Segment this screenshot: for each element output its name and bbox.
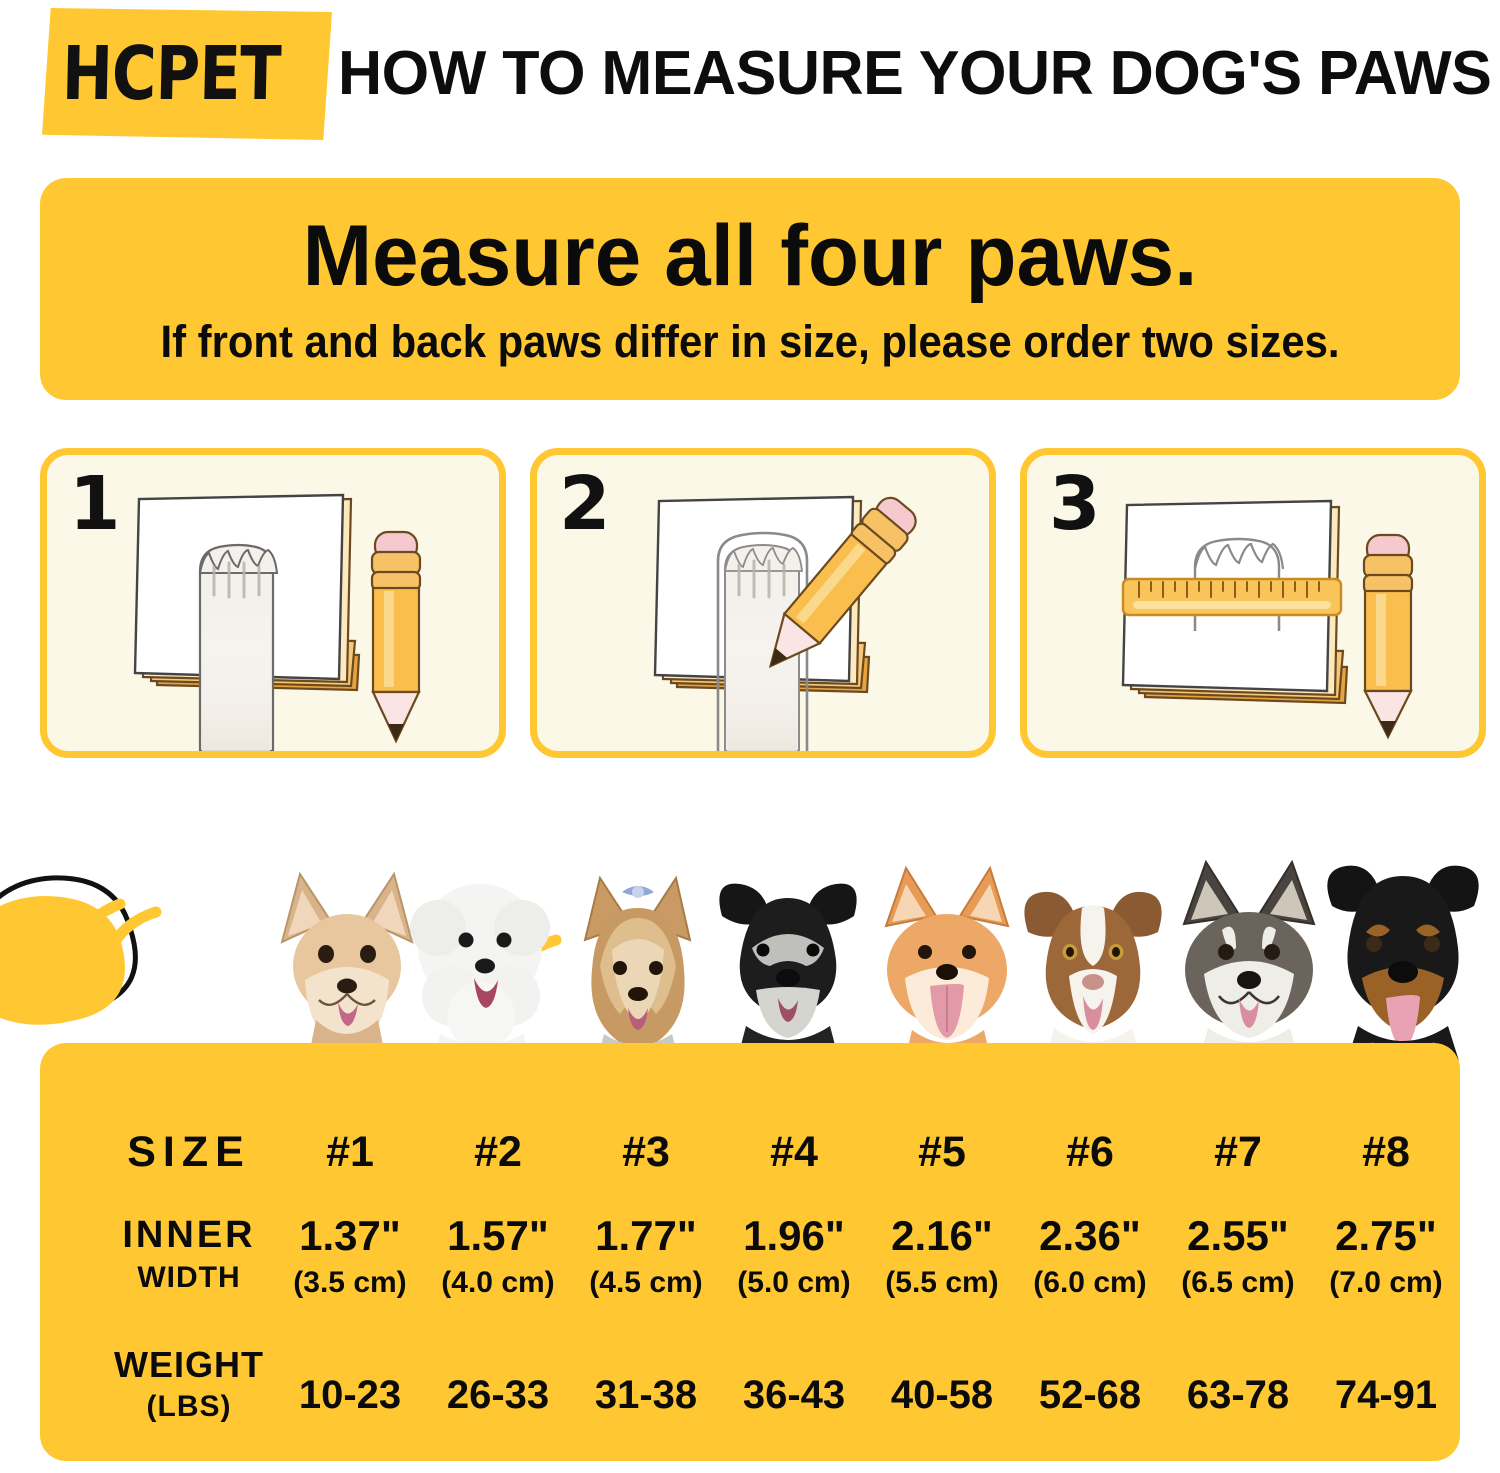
decorative-blob	[0, 875, 138, 1025]
step-number-1: 1	[69, 461, 121, 547]
size-chart-table: SIZE #1 #2 #3 #4 #5 #6 #7 #8 INNER WIDTH…	[40, 1043, 1460, 1461]
pencil-icon	[1362, 533, 1414, 740]
width-inches: 1.77"	[595, 1212, 697, 1259]
table-cell-weight: 10-23	[298, 1373, 402, 1417]
width-inches: 1.96"	[743, 1212, 845, 1259]
step-number-2: 2	[559, 461, 611, 547]
dogs-illustration	[0, 859, 1479, 1060]
step-1-illustration	[133, 493, 422, 751]
table-cell-weight: 52-68	[1038, 1373, 1142, 1417]
step-card-1: 1	[40, 448, 506, 758]
width-inches: 2.36"	[1039, 1212, 1141, 1259]
row-label-weight-line2: (LBS)	[146, 1390, 232, 1423]
width-cm: (6.0 cm)	[1033, 1266, 1147, 1299]
table-cell-weight: 63-78	[1186, 1373, 1290, 1417]
table-cell-size: #5	[918, 1128, 966, 1176]
table-cell-width: 2.16" (5.5 cm)	[868, 1211, 1016, 1321]
width-cm: (4.0 cm)	[441, 1266, 555, 1299]
width-inches: 2.55"	[1187, 1212, 1289, 1259]
width-inches: 2.75"	[1335, 1212, 1437, 1259]
table-cell-weight: 26-33	[446, 1373, 550, 1417]
dog-chihuahua	[280, 871, 414, 1060]
width-cm: (5.0 cm)	[737, 1266, 851, 1299]
dog-shiba-inu	[884, 865, 1010, 1060]
table-cell-width: 1.37" (3.5 cm)	[276, 1211, 424, 1321]
size-cells: #1 #2 #3 #4 #5 #6 #7 #8	[276, 1121, 1460, 1183]
step-card-3: 3	[1020, 448, 1486, 758]
dog-alaskan-malamute	[1182, 859, 1316, 1060]
table-cell-weight: 40-58	[890, 1373, 994, 1417]
row-label-inner-width-line1: INNER	[122, 1214, 256, 1256]
width-inches: 1.57"	[447, 1212, 549, 1259]
table-cell-width: 1.57" (4.0 cm)	[424, 1211, 572, 1321]
dog-breed-strip	[0, 820, 1500, 1060]
table-cell-size: #6	[1066, 1128, 1114, 1176]
dog-yorkshire-terrier	[583, 875, 692, 1060]
table-cell-width: 1.77" (4.5 cm)	[572, 1211, 720, 1321]
width-cm: (3.5 cm)	[293, 1266, 407, 1299]
brand-name: HCPET	[61, 31, 282, 117]
dog-bichon-frise	[410, 884, 550, 1060]
row-label-inner-width-line2: WIDTH	[137, 1261, 241, 1294]
row-label-weight: WEIGHT (LBS)	[84, 1343, 294, 1427]
step-number-3: 3	[1049, 461, 1101, 547]
page-title: HOW TO MEASURE YOUR DOG'S PAWS	[338, 39, 1492, 108]
banner-subtext: If front and back paws differ in size, p…	[160, 316, 1340, 367]
step-2-illustration	[653, 495, 917, 751]
table-cell-weight: 36-43	[742, 1373, 846, 1417]
dog-australian-shepherd	[1024, 891, 1162, 1060]
instruction-banner: Measure all four paws. If front and back…	[40, 178, 1460, 400]
table-cell-width: 2.75" (7.0 cm)	[1312, 1211, 1460, 1321]
table-cell-width: 1.96" (5.0 cm)	[720, 1211, 868, 1321]
dog-schnauzer	[719, 883, 857, 1060]
width-cm: (6.5 cm)	[1181, 1266, 1295, 1299]
weight-cells: 10-23 26-33 31-38 36-43 40-58 52-68 63-7…	[276, 1343, 1460, 1447]
width-cm: (4.5 cm)	[589, 1266, 703, 1299]
table-cell-width: 2.36" (6.0 cm)	[1016, 1211, 1164, 1321]
table-cell-weight: 74-91	[1334, 1373, 1438, 1417]
width-inches: 1.37"	[299, 1212, 401, 1259]
ruler-icon	[1121, 577, 1343, 617]
table-cell-size: #7	[1214, 1128, 1262, 1176]
row-label-inner-width: INNER WIDTH	[84, 1213, 294, 1298]
step-3-illustration	[1121, 499, 1414, 740]
width-cm: (5.5 cm)	[885, 1266, 999, 1299]
row-label-size: SIZE	[127, 1128, 251, 1176]
inner-width-cells: 1.37" (3.5 cm) 1.57" (4.0 cm) 1.77" (4.5…	[276, 1211, 1460, 1321]
table-row-inner-width: INNER WIDTH 1.37" (3.5 cm) 1.57" (4.0 cm…	[40, 1211, 1460, 1321]
page-header: HCPET HOW TO MEASURE YOUR DOG'S PAWS	[0, 0, 1500, 150]
row-label-weight-line1: WEIGHT	[114, 1344, 264, 1385]
banner-headline: Measure all four paws.	[302, 208, 1198, 304]
table-row-size: SIZE #1 #2 #3 #4 #5 #6 #7 #8	[40, 1121, 1460, 1183]
pencil-icon	[768, 496, 917, 669]
pencil-icon	[370, 530, 422, 744]
table-cell-size: #4	[770, 1128, 818, 1176]
table-cell-size: #2	[474, 1128, 522, 1176]
step-card-2: 2	[530, 448, 996, 758]
table-cell-weight: 31-38	[594, 1373, 698, 1417]
steps-row: 1	[0, 448, 1500, 764]
width-cm: (7.0 cm)	[1329, 1266, 1443, 1299]
width-inches: 2.16"	[891, 1212, 993, 1259]
table-cell-size: #8	[1362, 1128, 1410, 1176]
dog-rottweiler	[1327, 865, 1479, 1060]
brand-badge	[42, 8, 332, 140]
table-cell-size: #3	[622, 1128, 670, 1176]
table-cell-width: 2.55" (6.5 cm)	[1164, 1211, 1312, 1321]
table-cell-size: #1	[326, 1128, 374, 1176]
table-row-weight: WEIGHT (LBS) 10-23 26-33 31-38 36-43 40-…	[40, 1343, 1460, 1447]
